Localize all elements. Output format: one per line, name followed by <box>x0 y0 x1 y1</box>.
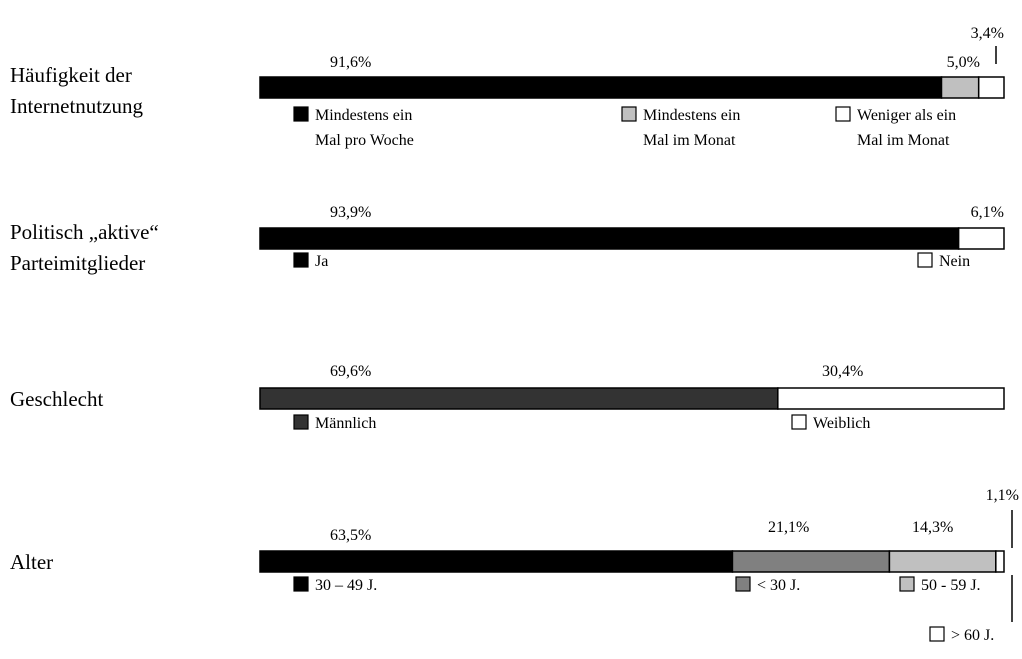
row-label: Häufigkeit der <box>10 63 132 87</box>
bar-segment <box>777 387 1005 410</box>
row-label: Internetnutzung <box>10 94 143 118</box>
data-label: 63,5% <box>330 527 371 544</box>
legend-label: Weniger als ein <box>857 107 956 124</box>
legend-label: Mal pro Woche <box>315 132 414 149</box>
legend-swatch <box>917 252 933 268</box>
legend-label: > 60 J. <box>951 627 994 644</box>
legend-swatch <box>735 576 751 592</box>
data-label: 6,1% <box>971 204 1004 221</box>
legend-label: Mal im Monat <box>643 132 736 149</box>
data-label: 5,0% <box>947 54 980 71</box>
legend-swatch <box>293 106 309 122</box>
data-label: 30,4% <box>822 363 863 380</box>
bar-segment <box>957 227 1005 250</box>
legend-swatch <box>293 414 309 430</box>
legend-label: Weiblich <box>813 415 870 432</box>
legend-label: < 30 J. <box>757 577 800 594</box>
legend-label: Mindestens ein <box>643 107 740 124</box>
bar-segment <box>259 227 960 250</box>
bar-segment <box>731 550 891 573</box>
data-label: 1,1% <box>986 487 1019 504</box>
legend-label: 50 - 59 J. <box>921 577 981 594</box>
row-label: Politisch „aktive“ <box>10 220 159 244</box>
row-label: Parteimitglieder <box>10 251 145 275</box>
bar-segment <box>259 76 943 99</box>
legend-label: Nein <box>939 253 970 270</box>
row-label: Geschlecht <box>10 387 103 411</box>
legend-swatch <box>293 252 309 268</box>
legend-label: Mindestens ein <box>315 107 412 124</box>
legend-swatch <box>791 414 807 430</box>
data-label: 93,9% <box>330 204 371 221</box>
row-label: Alter <box>10 550 53 574</box>
legend-swatch <box>899 576 915 592</box>
data-label: 21,1% <box>768 519 809 536</box>
legend-label: Ja <box>315 253 328 270</box>
bar-segment <box>977 76 1005 99</box>
data-label: 14,3% <box>912 519 953 536</box>
data-label: 3,4% <box>971 25 1004 42</box>
bar-segment <box>259 387 779 410</box>
bar-segment <box>888 550 997 573</box>
bar-segment <box>940 76 980 99</box>
legend-swatch <box>621 106 637 122</box>
legend-label: Männlich <box>315 415 376 432</box>
bar-segment <box>259 550 734 573</box>
legend-swatch <box>835 106 851 122</box>
legend-swatch <box>293 576 309 592</box>
data-label: 69,6% <box>330 363 371 380</box>
legend-label: 30 – 49 J. <box>315 577 377 594</box>
data-label: 91,6% <box>330 54 371 71</box>
legend-swatch <box>929 626 945 642</box>
bar-segment <box>995 550 1005 573</box>
legend-label: Mal im Monat <box>857 132 950 149</box>
